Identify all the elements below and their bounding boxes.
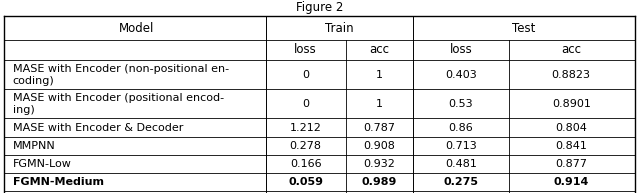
Text: 0.53: 0.53 bbox=[449, 99, 473, 109]
Text: 0.8823: 0.8823 bbox=[552, 69, 591, 80]
Text: 0.804: 0.804 bbox=[556, 123, 587, 133]
Text: FGMN-Medium: FGMN-Medium bbox=[13, 177, 104, 187]
Text: Test: Test bbox=[511, 22, 535, 35]
Text: 0.059: 0.059 bbox=[288, 177, 323, 187]
Text: 0.713: 0.713 bbox=[445, 141, 477, 151]
Text: 0.166: 0.166 bbox=[290, 159, 321, 169]
Text: Figure 2: Figure 2 bbox=[296, 1, 344, 14]
Text: Model: Model bbox=[119, 22, 154, 35]
Text: 1.212: 1.212 bbox=[290, 123, 321, 133]
Text: 0.932: 0.932 bbox=[364, 159, 395, 169]
Text: 0.8901: 0.8901 bbox=[552, 99, 591, 109]
Text: MMPNN: MMPNN bbox=[13, 141, 56, 151]
Text: 0.787: 0.787 bbox=[364, 123, 396, 133]
Text: 0.481: 0.481 bbox=[445, 159, 477, 169]
Text: 0: 0 bbox=[302, 69, 309, 80]
Text: acc: acc bbox=[369, 43, 389, 56]
Text: MASE with Encoder & Decoder: MASE with Encoder & Decoder bbox=[13, 123, 183, 133]
Text: 0.908: 0.908 bbox=[364, 141, 395, 151]
Text: 0: 0 bbox=[302, 99, 309, 109]
Text: acc: acc bbox=[561, 43, 581, 56]
Text: 0.877: 0.877 bbox=[556, 159, 588, 169]
Text: loss: loss bbox=[294, 43, 317, 56]
Text: 1: 1 bbox=[376, 99, 383, 109]
Text: Train: Train bbox=[325, 22, 353, 35]
Text: 0.914: 0.914 bbox=[554, 177, 589, 187]
Text: 0.275: 0.275 bbox=[444, 177, 478, 187]
Text: FGMN-Low: FGMN-Low bbox=[13, 159, 72, 169]
Text: 1: 1 bbox=[376, 69, 383, 80]
Text: 0.403: 0.403 bbox=[445, 69, 477, 80]
Text: 0.86: 0.86 bbox=[449, 123, 473, 133]
Text: 0.841: 0.841 bbox=[556, 141, 587, 151]
Text: 0.278: 0.278 bbox=[290, 141, 322, 151]
Text: 0.989: 0.989 bbox=[362, 177, 397, 187]
Text: MASE with Encoder (positional encod-
ing): MASE with Encoder (positional encod- ing… bbox=[13, 93, 224, 115]
Text: loss: loss bbox=[449, 43, 472, 56]
Text: MASE with Encoder (non-positional en-
coding): MASE with Encoder (non-positional en- co… bbox=[13, 63, 229, 85]
